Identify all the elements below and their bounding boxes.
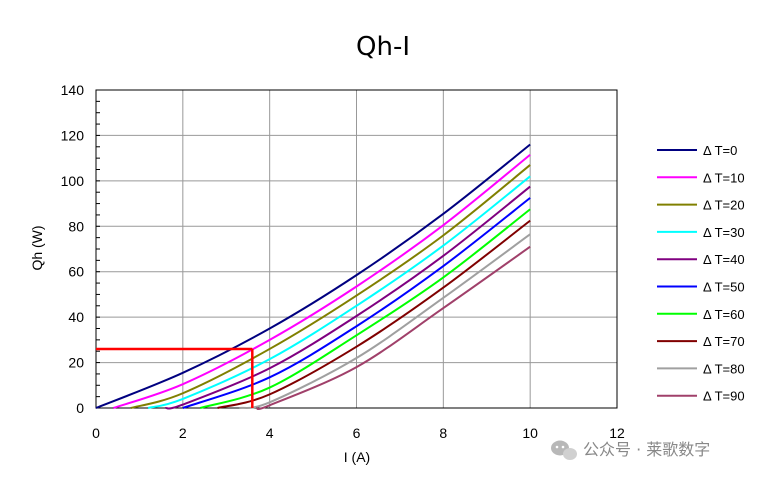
legend-label-2: Δ T=20: [703, 198, 745, 213]
x-tick-label: 6: [353, 425, 361, 441]
y-tick-label: 20: [68, 355, 84, 371]
x-tick-label: 0: [92, 425, 100, 441]
legend-label-4: Δ T=40: [703, 252, 745, 267]
y-axis-label: Qh (W): [29, 225, 45, 270]
x-axis-label: I (A): [344, 449, 370, 465]
x-tick-label: 8: [439, 425, 447, 441]
y-tick-label: 100: [61, 173, 85, 189]
watermark: 公众号 · 莱歌数字: [551, 440, 710, 460]
chart-title: Qh-I: [356, 32, 410, 62]
x-tick-labels: 0 2 4 6 8 10 12: [92, 425, 625, 441]
x-tick-label: 2: [179, 425, 187, 441]
watermark-text: 公众号 · 莱歌数字: [583, 440, 710, 459]
y-tick-labels: 0 20 40 60 80 100 120 140: [61, 82, 85, 416]
legend-label-9: Δ T=90: [703, 389, 745, 404]
series-line-7: [217, 219, 531, 409]
x-tick-label: 10: [522, 425, 538, 441]
y-tick-label: 140: [61, 82, 85, 98]
series-line-6: [199, 208, 531, 409]
legend-label-0: Δ T=0: [703, 143, 737, 158]
plot-border: [95, 89, 618, 409]
series-line-2: [130, 164, 531, 409]
y-tick-label: 120: [61, 127, 85, 143]
series-line-9: [256, 245, 531, 411]
legend-label-3: Δ T=30: [703, 225, 745, 240]
y-tick-label: 60: [68, 264, 84, 280]
legend-label-7: Δ T=70: [703, 334, 745, 349]
annotation-layer: [96, 347, 254, 408]
series-line-0: [95, 143, 531, 409]
legend: Δ T=0 Δ T=10 Δ T=20 Δ T=30 Δ T=40 Δ T=50 Δ T=6…: [657, 143, 745, 404]
series-line-4: [165, 185, 531, 410]
series-line-5: [182, 197, 531, 409]
y-tick-label: 0: [76, 400, 84, 416]
x-tick-label: 12: [609, 425, 625, 441]
y-tick-label: 40: [68, 309, 84, 325]
x-tick-label: 4: [266, 425, 274, 441]
series-line-3: [147, 175, 531, 409]
legend-label-8: Δ T=80: [703, 361, 745, 376]
series-layer: [95, 143, 531, 411]
wechat-logo-icon: [551, 440, 577, 460]
y-tick-label: 80: [68, 218, 84, 234]
legend-label-5: Δ T=50: [703, 280, 745, 295]
series-line-1: [113, 153, 531, 409]
legend-label-1: Δ T=10: [703, 170, 745, 185]
series-line-8: [239, 233, 531, 409]
legend-label-6: Δ T=60: [703, 307, 745, 322]
